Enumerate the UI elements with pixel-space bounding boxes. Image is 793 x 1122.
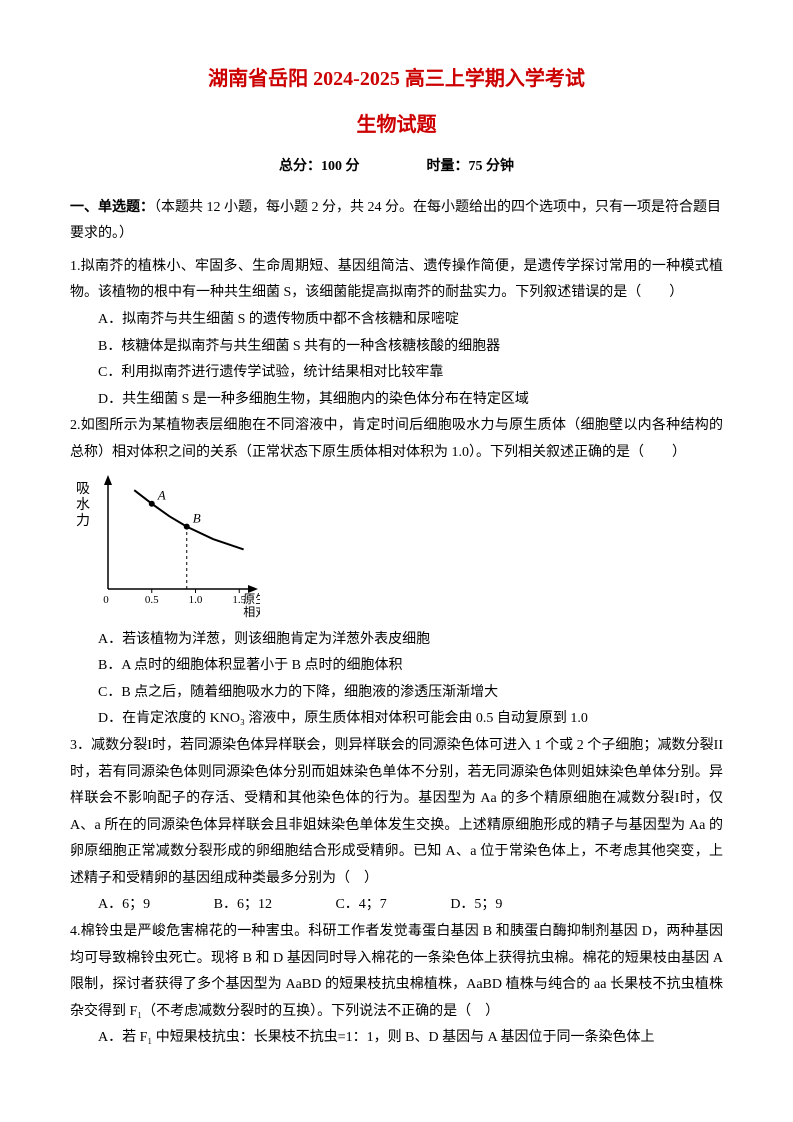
q2-chart: 吸水力00.51.01.5原生质体相对体积AB [70, 473, 723, 623]
q3-options: A．6；9 B．6；12 C．4；7 D．5；9 [70, 892, 723, 919]
svg-text:0: 0 [103, 594, 109, 606]
q1-opt-d: D．共生细菌 S 是一种多细胞生物，其细胞内的染色体分布在特定区域 [98, 387, 723, 414]
q4-stem: 4.棉铃虫是严峻危害棉花的一种害虫。科研工作者发觉毒蛋白基因 B 和胰蛋白酶抑制… [70, 919, 723, 1025]
q1-opt-c: C．利用拟南芥进行遗传学试验，统计结果相对比较牢靠 [98, 360, 723, 387]
svg-text:0.5: 0.5 [145, 594, 159, 606]
q1-options: A．拟南芥与共生细菌 S 的遗传物质中都不含核糖和尿嘧啶 B．核糖体是拟南芥与共… [70, 307, 723, 413]
exam-title-main: 湖南省岳阳 2024-2025 高三上学期入学考试 [70, 60, 723, 98]
q4-opt-a: A．若 F₁ 中短果枝抗虫：长果枝不抗虫=1：1，则 B、D 基因与 A 基因位… [98, 1025, 723, 1052]
q3-opt-c: C．4；7 [335, 892, 386, 919]
exam-meta: 总分：100 分 时量：75 分钟 [70, 154, 723, 181]
section-1-desc: （本题共 12 小题，每小题 2 分，共 24 分。在每小题给出的四个选项中，只… [70, 200, 721, 242]
absorption-chart-svg: 吸水力00.51.01.5原生质体相对体积AB [70, 473, 260, 623]
svg-text:B: B [193, 510, 201, 525]
duration: 时量：75 分钟 [427, 159, 515, 174]
svg-text:吸: 吸 [76, 482, 90, 497]
q3-opt-a: A．6；9 [98, 892, 150, 919]
q2-opt-d: D．在肯定浓度的 KNO₃ 溶液中，原生质体相对体积可能会由 0.5 自动复原到… [98, 706, 723, 733]
svg-text:力: 力 [76, 513, 90, 529]
q1-stem: 1.拟南芥的植株小、牢固多、生命周期短、基因组简洁、遗传操作简便，是遗传学探讨常… [70, 254, 723, 307]
q3-stem: 3．减数分裂I时，若同源染色体异样联会，则异样联会的同源染色体可进入 1 个或 … [70, 733, 723, 893]
q4-options: A．若 F₁ 中短果枝抗虫：长果枝不抗虫=1：1，则 B、D 基因与 A 基因位… [70, 1025, 723, 1052]
q3-opt-b: B．6；12 [214, 892, 272, 919]
q2-options: A．若该植物为洋葱，则该细胞肯定为洋葱外表皮细胞 B．A 点时的细胞体积显著小于… [70, 627, 723, 733]
q2-stem: 2.如图所示为某植物表层细胞在不同溶液中，肯定时间后细胞吸水力与原生质体（细胞壁… [70, 413, 723, 466]
total-score: 总分：100 分 [279, 159, 360, 174]
q2-opt-a: A．若该植物为洋葱，则该细胞肯定为洋葱外表皮细胞 [98, 627, 723, 654]
q1-opt-b: B．核糖体是拟南芥与共生细菌 S 共有的一种含核糖核酸的细胞器 [98, 334, 723, 361]
exam-title-sub: 生物试题 [70, 106, 723, 144]
svg-text:1.0: 1.0 [189, 594, 203, 606]
q3-opt-d: D．5；9 [450, 892, 502, 919]
q1-opt-a: A．拟南芥与共生细菌 S 的遗传物质中都不含核糖和尿嘧啶 [98, 307, 723, 334]
q2-opt-b: B．A 点时的细胞体积显著小于 B 点时的细胞体积 [98, 653, 723, 680]
svg-text:水: 水 [76, 497, 90, 513]
q2-opt-c: C．B 点之后，随着细胞吸水力的下降，细胞液的渗透压渐渐增大 [98, 680, 723, 707]
section-1-lead: 一、单选题： [70, 200, 154, 215]
section-1-heading: 一、单选题：（本题共 12 小题，每小题 2 分，共 24 分。在每小题给出的四… [70, 195, 723, 248]
svg-text:A: A [157, 487, 166, 502]
svg-text:原生质体: 原生质体 [243, 592, 260, 606]
svg-text:相对体积: 相对体积 [243, 605, 260, 619]
